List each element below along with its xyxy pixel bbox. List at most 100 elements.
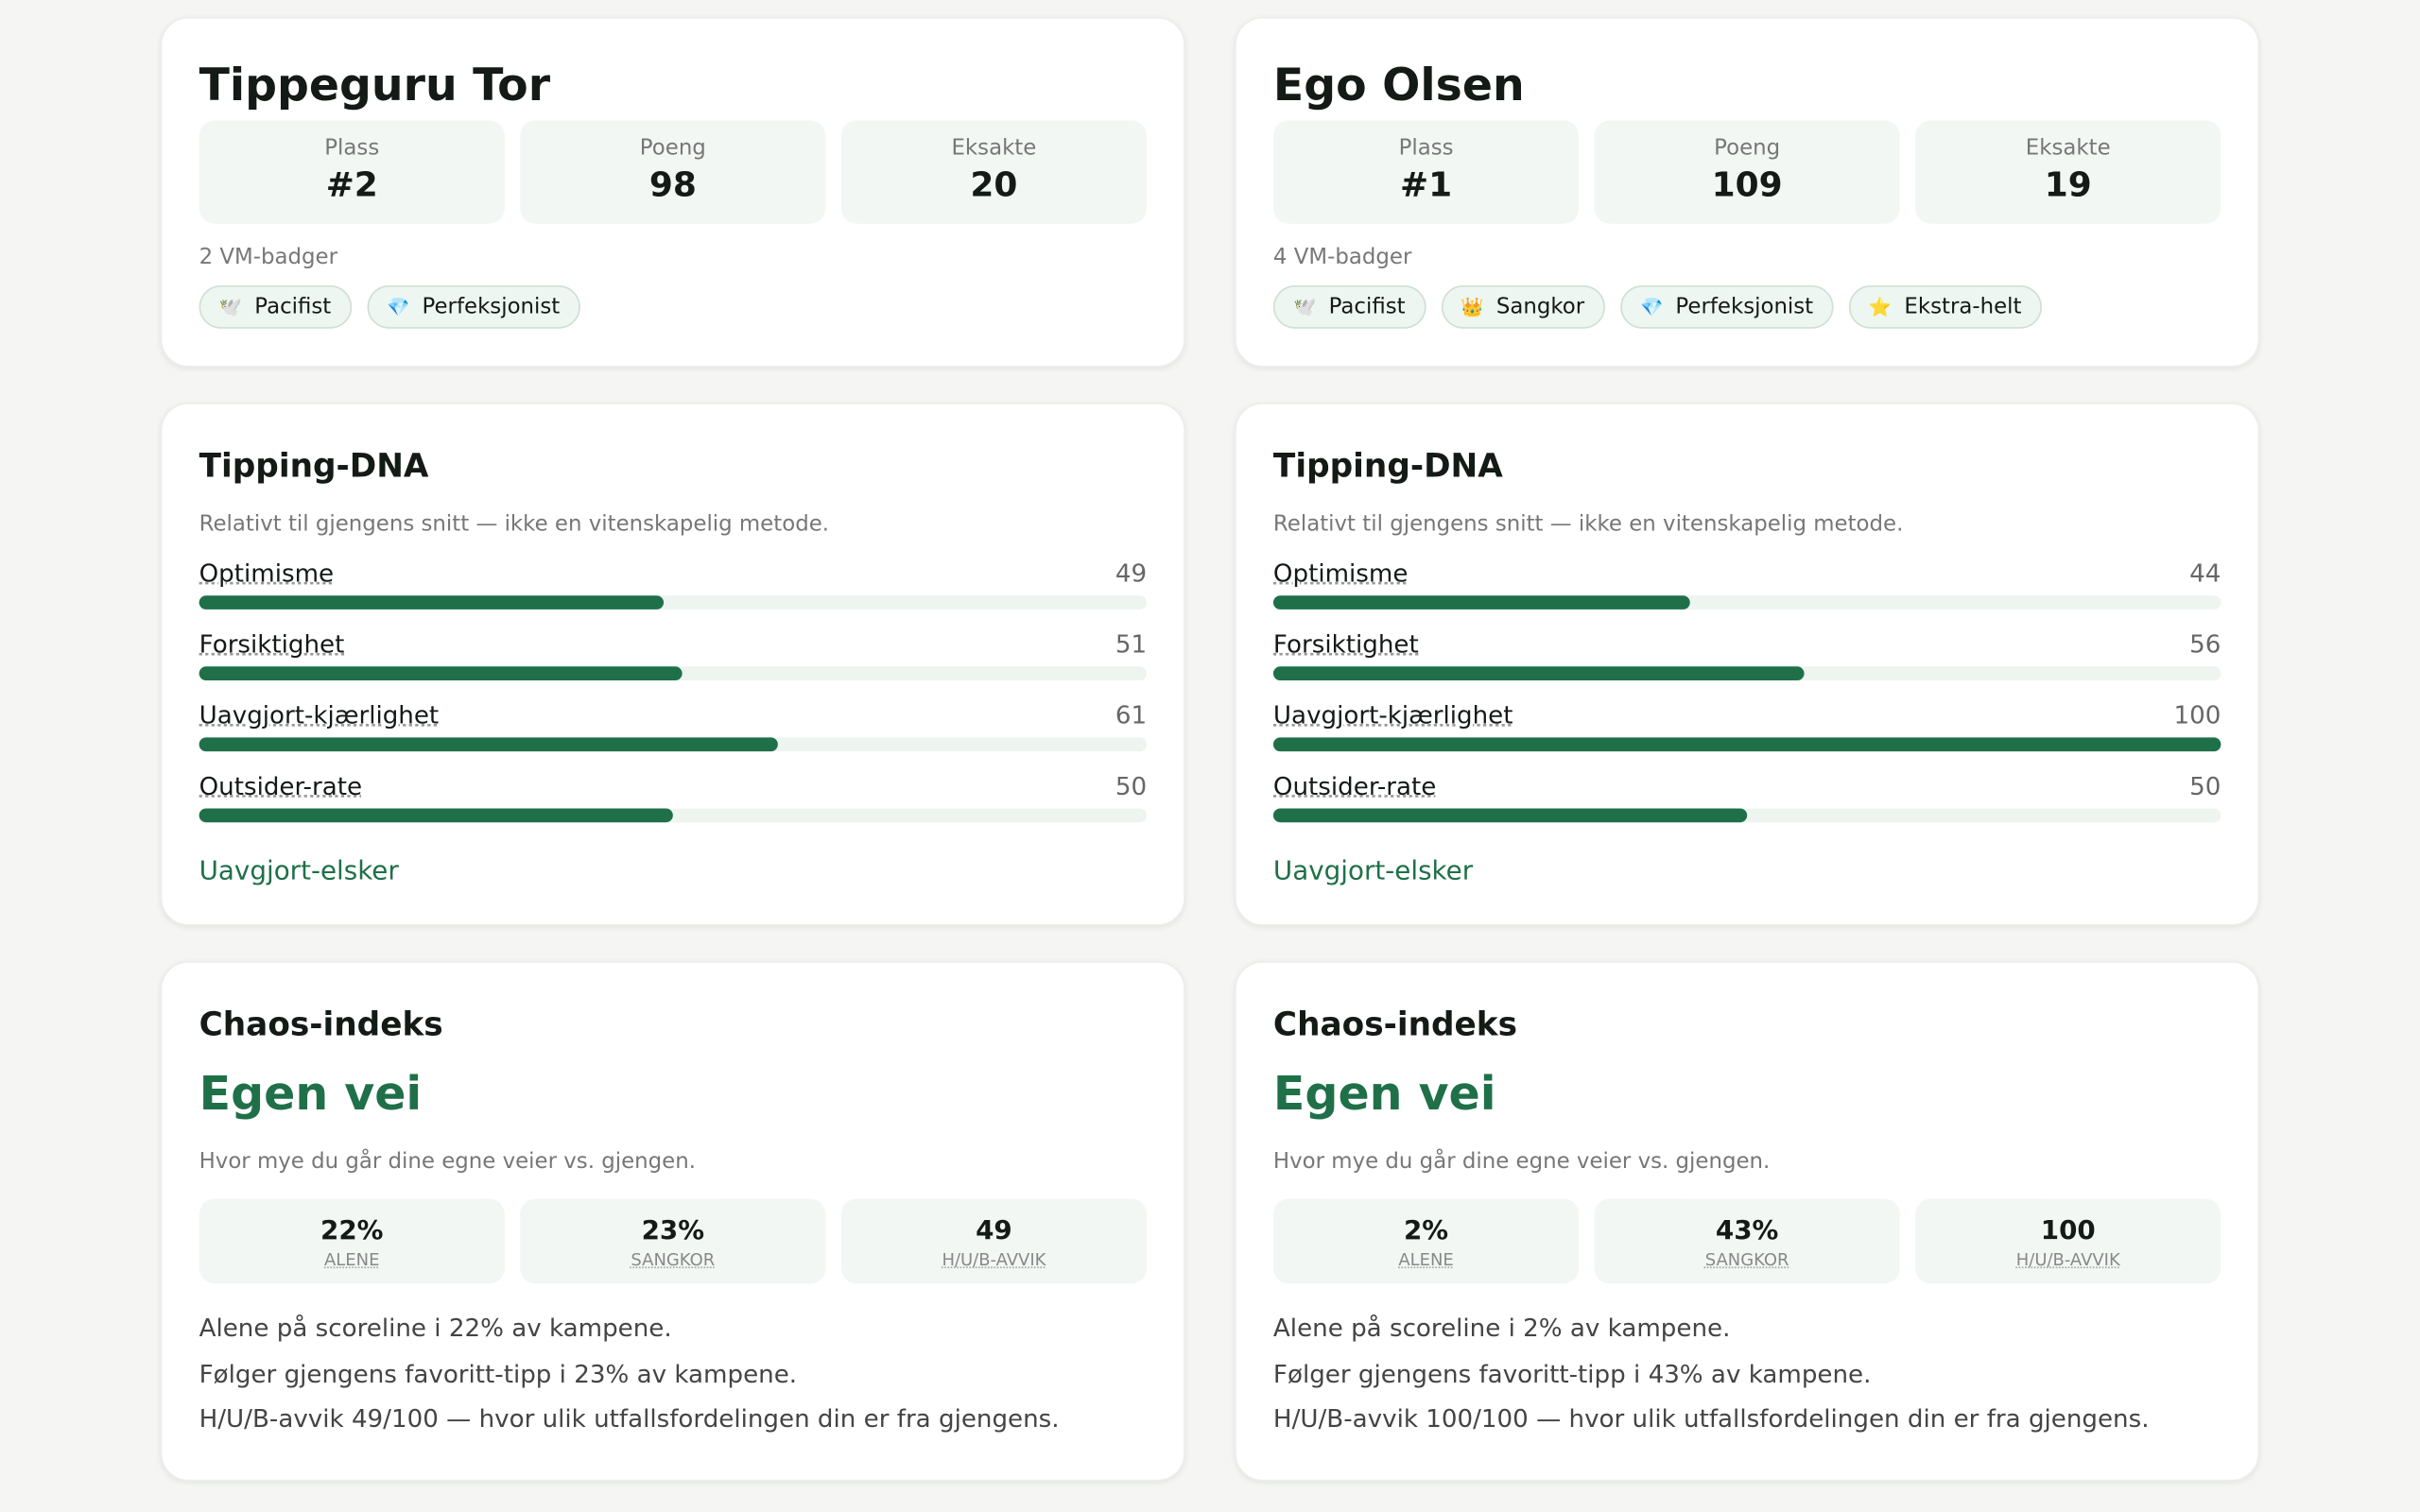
dna-verdict: Uavgjort-elsker <box>1272 856 1474 887</box>
badge-icon: ⭐ <box>1868 296 1893 318</box>
stat-label: Eksakte <box>2025 135 2111 161</box>
chaos-title: Chaos-indeks <box>1272 1005 1518 1043</box>
chaos-note: Alene på scoreline i 22% av kampene. <box>199 1313 672 1343</box>
trait-bar <box>199 737 778 752</box>
trait-value: 44 <box>2189 558 2221 589</box>
trait-row: Forsiktighet 51 <box>199 629 1147 659</box>
chaos-stat: 43% SANGKOR <box>1594 1198 1900 1284</box>
trait: Optimisme 49 <box>199 558 1148 610</box>
chaos-stat-label: H/U/B-AVVIK <box>2015 1249 2120 1270</box>
trait-label: Uavgjort-kjærlighet <box>1272 700 1513 730</box>
trait: Forsiktighet 56 <box>1272 629 2221 680</box>
trait: Uavgjort-kjærlighet 100 <box>1272 700 2221 752</box>
dna-verdict: Uavgjort-elsker <box>199 856 399 887</box>
stat-value: 19 <box>2044 166 2092 206</box>
trait-bar <box>199 808 673 823</box>
badge-icon: 🕊️ <box>218 296 243 318</box>
dna-card: Tipping-DNA Relativt til gjengens snitt —… <box>160 403 1185 926</box>
chaos-stat-value: 22% <box>320 1215 384 1247</box>
trait-value: 49 <box>1115 558 1148 589</box>
chaos-note: H/U/B-avvik 100/100 — hvor ulik utfallsf… <box>1272 1403 2150 1434</box>
stat-value: 98 <box>648 166 697 206</box>
stat-value: 20 <box>970 166 1018 206</box>
trait-value: 61 <box>1115 700 1148 730</box>
badge-icon: 💎 <box>1639 296 1664 318</box>
badge: 🕊️ Pacifist <box>1272 285 1426 329</box>
chaos-stat-label: SANGKOR <box>631 1249 716 1270</box>
trait-row: Outsider-rate 50 <box>199 771 1147 800</box>
chaos-stats: 2% ALENE 43% SANGKOR 100 H/U/B-AVVIK <box>1272 1198 2221 1284</box>
chaos-title: Chaos-indeks <box>199 1005 443 1043</box>
trait-track <box>1272 737 2221 752</box>
trait-track <box>199 737 1148 752</box>
player-column: Tippeguru Tor Plass #2 Poeng 98 Eksakte 20 2 VM… <box>160 16 1185 1512</box>
chaos-stat-value: 23% <box>641 1215 705 1247</box>
chaos-subtitle: Hvor mye du går dine egne veier vs. gjen… <box>1272 1149 1771 1175</box>
stat-row: Plass #1 Poeng 109 Eksakte 19 <box>1272 120 2221 224</box>
trait-value: 51 <box>1115 629 1148 660</box>
stat-value: #2 <box>325 166 378 206</box>
trait-label: Forsiktighet <box>199 629 345 660</box>
trait-bar <box>199 666 683 680</box>
chaos-stat-label: H/U/B-AVVIK <box>942 1249 1046 1270</box>
badge-count: 2 VM-badger <box>199 245 338 270</box>
stat-label: Plass <box>1398 135 1454 161</box>
trait-label: Forsiktighet <box>1272 629 1419 660</box>
chaos-headline: Egen vei <box>1272 1067 1496 1122</box>
stat-label: Poeng <box>1714 135 1781 161</box>
trait-label: Uavgjort-kjærlighet <box>199 700 440 730</box>
trait-track <box>1272 595 2221 610</box>
trait: Optimisme 44 <box>1272 558 2221 610</box>
trait-label: Optimisme <box>1272 558 1409 589</box>
badge: 🕊️ Pacifist <box>199 285 352 329</box>
chaos-card: Chaos-indeks Egen vei Hvor mye du går dine… <box>1235 961 2260 1481</box>
trait-value: 100 <box>2173 700 2221 730</box>
badge-label: Sangkor <box>1495 294 1585 319</box>
dna-card: Tipping-DNA Relativt til gjengens snitt —… <box>1235 403 2260 926</box>
trait-value: 50 <box>2189 771 2221 801</box>
badge: 💎 Perfeksjonist <box>366 285 580 329</box>
profile-card: Tippeguru Tor Plass #2 Poeng 98 Eksakte 20 2 VM… <box>160 16 1185 368</box>
chaos-subtitle: Hvor mye du går dine egne veier vs. gjen… <box>199 1149 696 1175</box>
chaos-stat: 100 H/U/B-AVVIK <box>1915 1198 2221 1284</box>
chaos-note: Alene på scoreline i 2% av kampene. <box>1272 1313 1731 1343</box>
trait: Uavgjort-kjærlighet 61 <box>199 700 1148 752</box>
chaos-stat-value: 100 <box>2040 1215 2096 1247</box>
chaos-stat-value: 2% <box>1403 1215 1449 1247</box>
profile-card: Ego Olsen Plass #1 Poeng 109 Eksakte 19 4 VM-ba… <box>1235 16 2260 368</box>
chaos-stat: 23% SANGKOR <box>520 1198 826 1284</box>
chaos-stat-value: 43% <box>1715 1215 1779 1247</box>
stat-value: #1 <box>1400 166 1453 206</box>
stat-box: Plass #2 <box>199 120 505 224</box>
chaos-stat: 2% ALENE <box>1272 1198 1580 1284</box>
badge-label: Perfeksjonist <box>422 294 561 319</box>
dna-subtitle: Relativt til gjengens snitt — ikke en vi… <box>199 512 830 538</box>
trait-row: Uavgjort-kjærlighet 100 <box>1273 700 2221 730</box>
badge-icon: 💎 <box>387 296 410 318</box>
trait-row: Outsider-rate 50 <box>1273 771 2221 800</box>
trait-row: Uavgjort-kjærlighet 61 <box>199 700 1147 730</box>
trait-bar <box>1272 666 1805 680</box>
stat-box: Poeng 109 <box>1594 120 1900 224</box>
player-name: Tippeguru Tor <box>199 59 551 112</box>
chaos-note: H/U/B-avvik 49/100 — hvor ulik utfallsfo… <box>199 1403 1060 1434</box>
trait-row: Forsiktighet 56 <box>1273 629 2221 659</box>
trait-track <box>1272 808 2221 823</box>
dna-title: Tipping-DNA <box>199 447 429 485</box>
trait-label: Outsider-rate <box>1272 771 1437 801</box>
chaos-stat: 49 H/U/B-AVVIK <box>840 1198 1148 1284</box>
trait-bar <box>1272 808 1748 823</box>
badge: 👑 Sangkor <box>1441 285 1605 329</box>
stat-label: Eksakte <box>951 135 1037 161</box>
trait-row: Optimisme 49 <box>199 558 1147 588</box>
badge: 💎 Perfeksjonist <box>1619 285 1834 329</box>
trait: Forsiktighet 51 <box>199 629 1148 680</box>
trait: Outsider-rate 50 <box>199 771 1148 823</box>
trait-track <box>199 666 1148 680</box>
chaos-stat-value: 49 <box>976 1215 1012 1247</box>
trait-track <box>199 595 1148 610</box>
trait-value: 50 <box>1115 771 1148 801</box>
badge-icon: 🕊️ <box>1293 296 1317 318</box>
chaos-stat-label: ALENE <box>324 1249 380 1270</box>
